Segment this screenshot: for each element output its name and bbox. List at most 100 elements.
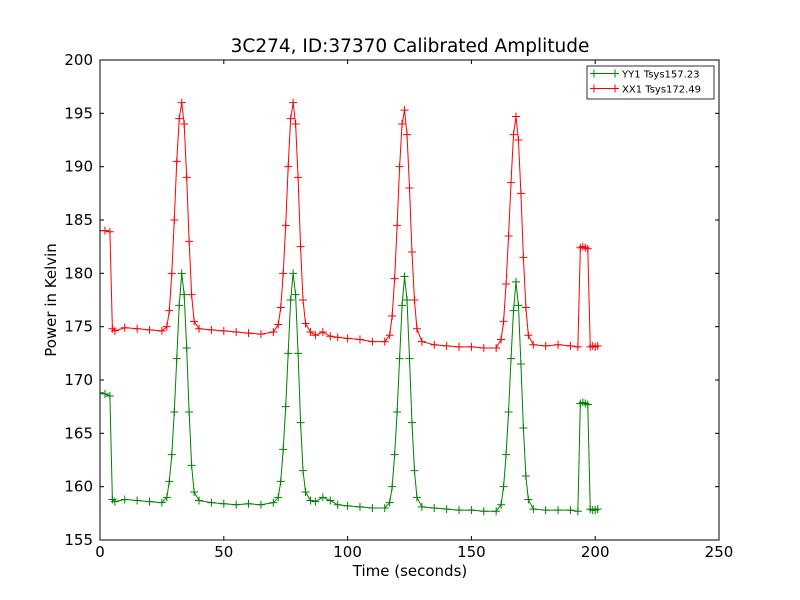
data-point <box>355 502 364 511</box>
data-point <box>407 418 416 427</box>
data-point <box>393 408 402 416</box>
data-point <box>133 324 142 333</box>
data-point <box>521 303 530 312</box>
data-point <box>172 354 181 363</box>
data-point <box>368 504 377 512</box>
data-point <box>405 354 414 363</box>
data-point <box>492 507 501 516</box>
data-point <box>573 342 582 351</box>
data-point <box>516 189 525 198</box>
data-point <box>519 253 528 262</box>
data-point <box>566 341 575 350</box>
x-tick-label: 100 <box>333 543 362 561</box>
legend: YY1 Tsys157.23 XX1 Tsys172.49 <box>586 65 715 100</box>
data-point <box>541 341 550 350</box>
data-point <box>182 173 191 182</box>
chart-title: 3C274, ID:37370 Calibrated Amplitude <box>231 36 590 57</box>
y-tick-label: 155 <box>64 531 93 549</box>
data-point <box>410 296 419 304</box>
data-point <box>403 296 412 304</box>
data-point <box>343 501 352 510</box>
data-point <box>511 112 520 121</box>
data-point <box>541 506 550 515</box>
data-point <box>281 221 290 230</box>
data-point <box>497 500 506 509</box>
y-tick-label: 175 <box>64 318 93 336</box>
data-point <box>219 326 228 335</box>
legend-box <box>586 65 715 100</box>
data-point <box>274 493 283 502</box>
data-point <box>583 244 592 253</box>
data-point <box>167 269 176 278</box>
data-point <box>177 269 186 278</box>
data-point <box>467 342 476 351</box>
data-point <box>162 493 171 502</box>
plot-frame <box>99 59 720 541</box>
data-point <box>291 290 300 299</box>
data-point <box>286 114 295 123</box>
data-point <box>291 120 300 128</box>
data-point <box>301 319 310 328</box>
y-tick-label: 160 <box>64 478 93 496</box>
data-point <box>301 488 310 496</box>
data-point <box>393 221 402 230</box>
data-point <box>286 296 295 304</box>
data-point <box>509 130 518 139</box>
data-point <box>170 216 179 224</box>
data-point <box>276 477 285 486</box>
data-point <box>162 322 171 331</box>
data-point <box>554 340 563 349</box>
data-point <box>529 340 538 349</box>
data-point <box>299 296 308 304</box>
data-point <box>190 317 199 326</box>
data-point <box>256 330 265 339</box>
data-point <box>187 461 196 470</box>
data-point <box>105 392 114 400</box>
data-point <box>284 349 293 358</box>
legend-marker <box>611 84 619 93</box>
data-point <box>385 331 394 340</box>
data-point <box>276 303 285 312</box>
data-point <box>311 497 320 506</box>
legend-marker <box>611 69 619 78</box>
data-point <box>405 184 414 192</box>
y-tick-label: 165 <box>64 424 93 442</box>
data-point <box>388 482 397 491</box>
data-point <box>175 301 184 310</box>
data-point <box>256 500 265 509</box>
data-point <box>289 98 298 107</box>
y-tick-label: 185 <box>64 211 93 229</box>
data-point <box>296 242 305 251</box>
data-point <box>479 344 488 352</box>
data-point <box>100 388 104 397</box>
data-point <box>593 341 602 350</box>
data-point <box>105 227 114 236</box>
data-point <box>524 495 533 504</box>
data-point <box>511 277 520 286</box>
data-point <box>281 402 290 411</box>
data-point <box>207 498 216 507</box>
y-tick-label: 200 <box>64 51 93 69</box>
data-point <box>514 136 523 144</box>
data-point <box>269 328 278 336</box>
legend-label-xx1: XX1 Tsys172.49 <box>622 85 701 96</box>
x-tick-label: 250 <box>705 543 734 561</box>
data-point <box>398 120 407 128</box>
data-point <box>284 162 293 171</box>
data-point <box>554 506 563 515</box>
data-point <box>333 333 342 342</box>
x-axis-label: Time (seconds) <box>352 562 468 580</box>
data-point <box>195 496 204 505</box>
data-point <box>157 326 166 335</box>
data-point <box>219 499 228 508</box>
data-point <box>100 226 109 235</box>
data-point <box>175 114 184 123</box>
y-tick-label: 170 <box>64 371 93 389</box>
data-point <box>177 98 186 107</box>
data-point <box>110 326 119 335</box>
data-point <box>120 323 129 332</box>
data-point <box>467 506 476 515</box>
data-point <box>190 488 199 496</box>
data-point <box>145 325 154 334</box>
x-tick-label: 150 <box>457 543 486 561</box>
